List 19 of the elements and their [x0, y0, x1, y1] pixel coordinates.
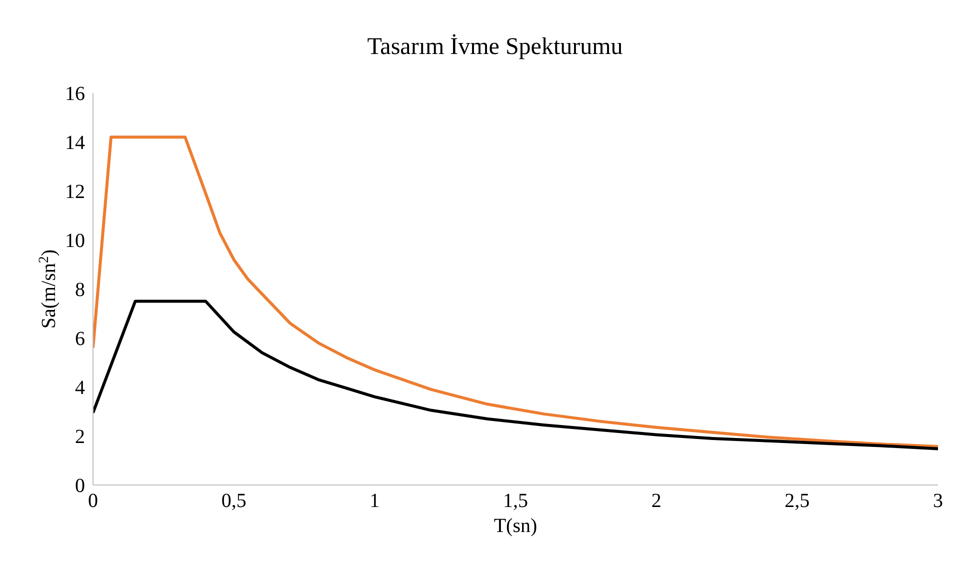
y-tick-label: 4 [75, 377, 85, 400]
x-tick-label: 0,5 [221, 490, 246, 512]
y-tick-label: 8 [75, 279, 85, 302]
y-tick-label: 10 [65, 230, 85, 252]
y-tick-label: 2 [75, 426, 85, 448]
x-tick-label: 3 [933, 490, 943, 512]
chart-title: Tasarım İvme Spekturumu [367, 34, 623, 60]
y-tick-label: 14 [65, 132, 85, 154]
x-axis-title: T(sn) [494, 515, 538, 537]
x-tick-label: 2,5 [784, 490, 810, 512]
line-series [93, 300, 938, 450]
y-tick-label: 6 [75, 328, 85, 350]
y-tick-label: 0 [75, 475, 85, 498]
line-series [93, 136, 938, 448]
x-tick-label: 2 [651, 490, 662, 512]
y-tick-label: 16 [65, 83, 85, 106]
y-tick-label: 12 [65, 181, 85, 204]
x-tick-label: 1 [370, 490, 380, 512]
x-tick-label: 1,5 [503, 490, 528, 512]
